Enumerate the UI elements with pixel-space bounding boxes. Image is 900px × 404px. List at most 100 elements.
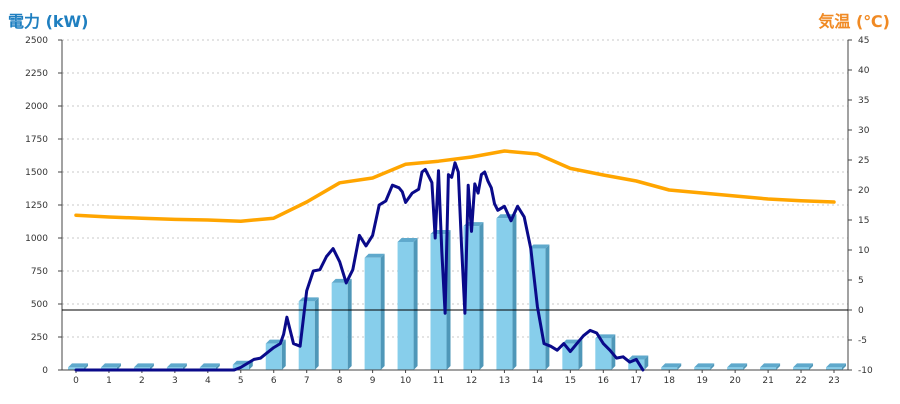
right-axis-title: 気温 (℃) (818, 12, 890, 31)
bar (496, 214, 517, 370)
power-line (74, 161, 645, 372)
bar (265, 339, 286, 370)
left-tick-label: 2000 (25, 102, 48, 112)
right-tick-label: -10 (858, 366, 873, 376)
x-tick-label: 5 (238, 376, 244, 386)
bar-side (809, 363, 814, 370)
left-tick-label: 500 (31, 300, 48, 310)
x-tick-label: 6 (271, 376, 277, 386)
bar (628, 355, 649, 370)
right-tick-label: 45 (858, 36, 869, 46)
right-tick-label: 20 (858, 186, 870, 196)
right-tick-label: -5 (858, 336, 867, 346)
bar (331, 278, 352, 370)
bar-side (281, 339, 286, 370)
left-tick-label: 0 (42, 366, 48, 376)
bar-side (710, 363, 715, 370)
bar-side (776, 363, 781, 370)
bar-top (68, 363, 88, 368)
bar-top (100, 363, 121, 368)
bar-top (364, 253, 385, 258)
bar-side (677, 363, 682, 370)
bar-front (496, 218, 513, 370)
bar-side (842, 363, 846, 370)
right-tick-label: 10 (858, 246, 870, 256)
bar (364, 253, 385, 370)
bar-front (364, 257, 381, 370)
axis-layer (58, 39, 852, 373)
bar (562, 339, 583, 370)
right-tick-label: 0 (858, 306, 864, 316)
bar-top (826, 363, 846, 368)
right-tick-label: 30 (858, 126, 870, 136)
bar (826, 363, 846, 370)
right-tick-label: 40 (858, 66, 870, 76)
bar-side (149, 363, 154, 370)
bar-front (826, 367, 842, 370)
bar (793, 363, 814, 370)
bar-side (182, 363, 187, 370)
bar-front (562, 343, 579, 370)
x-tick-label: 7 (304, 376, 310, 386)
x-tick-label: 23 (828, 376, 839, 386)
bar-top (529, 244, 550, 249)
x-tick-label: 14 (532, 376, 544, 386)
bar-top (298, 297, 319, 302)
x-tick-label: 21 (762, 376, 773, 386)
x-tick-label: 2 (139, 376, 145, 386)
bar-side (644, 355, 649, 370)
bar (397, 237, 418, 370)
bar-top (727, 363, 748, 368)
left-tick-label: 1750 (25, 135, 48, 145)
left-tick-label: 2500 (25, 36, 48, 46)
temperature-line (74, 149, 836, 223)
bar-front (793, 367, 810, 370)
grid-layer (62, 39, 848, 338)
bar-front (661, 367, 678, 370)
x-tick-label: 9 (370, 376, 376, 386)
right-tick-label: 25 (858, 156, 869, 166)
bar-side (347, 278, 352, 370)
line-layer (74, 149, 836, 372)
bar-side (314, 297, 319, 370)
x-tick-label: 12 (466, 376, 477, 386)
x-tick-label: 17 (631, 376, 642, 386)
x-tick-label: 10 (400, 376, 412, 386)
x-tick-label: 16 (598, 376, 610, 386)
bar-side (215, 363, 220, 370)
x-tick-label: 19 (696, 376, 708, 386)
bar-top (793, 363, 814, 368)
right-tick-label: 35 (858, 96, 869, 106)
bar-side (545, 244, 550, 370)
left-tick-label: 2250 (25, 69, 48, 79)
left-axis-title: 電力 (kW) (8, 12, 89, 31)
bar-side (380, 253, 385, 370)
bar-front (397, 241, 414, 370)
x-tick-label: 20 (729, 376, 741, 386)
bar-side (248, 360, 253, 370)
right-tick-label: 5 (858, 276, 864, 286)
x-tick-label: 22 (795, 376, 806, 386)
bar-top (199, 363, 220, 368)
bar (727, 363, 748, 370)
bar-side (512, 214, 517, 370)
x-tick-label: 11 (433, 376, 444, 386)
bar-top (628, 355, 649, 360)
bar-top (133, 363, 154, 368)
x-tick-label: 3 (172, 376, 178, 386)
bar-top (760, 363, 781, 368)
x-tick-label: 4 (205, 376, 211, 386)
bar-front (628, 359, 645, 370)
x-tick-label: 18 (663, 376, 675, 386)
bar-side (578, 339, 583, 370)
bar (694, 363, 715, 370)
bar-top (661, 363, 682, 368)
left-tick-label: 750 (31, 267, 48, 277)
left-tick-label: 1500 (25, 168, 48, 178)
bar-side (84, 363, 88, 370)
x-tick-label: 0 (73, 376, 79, 386)
bar (760, 363, 781, 370)
bar-front (331, 282, 348, 370)
x-tick-label: 8 (337, 376, 343, 386)
